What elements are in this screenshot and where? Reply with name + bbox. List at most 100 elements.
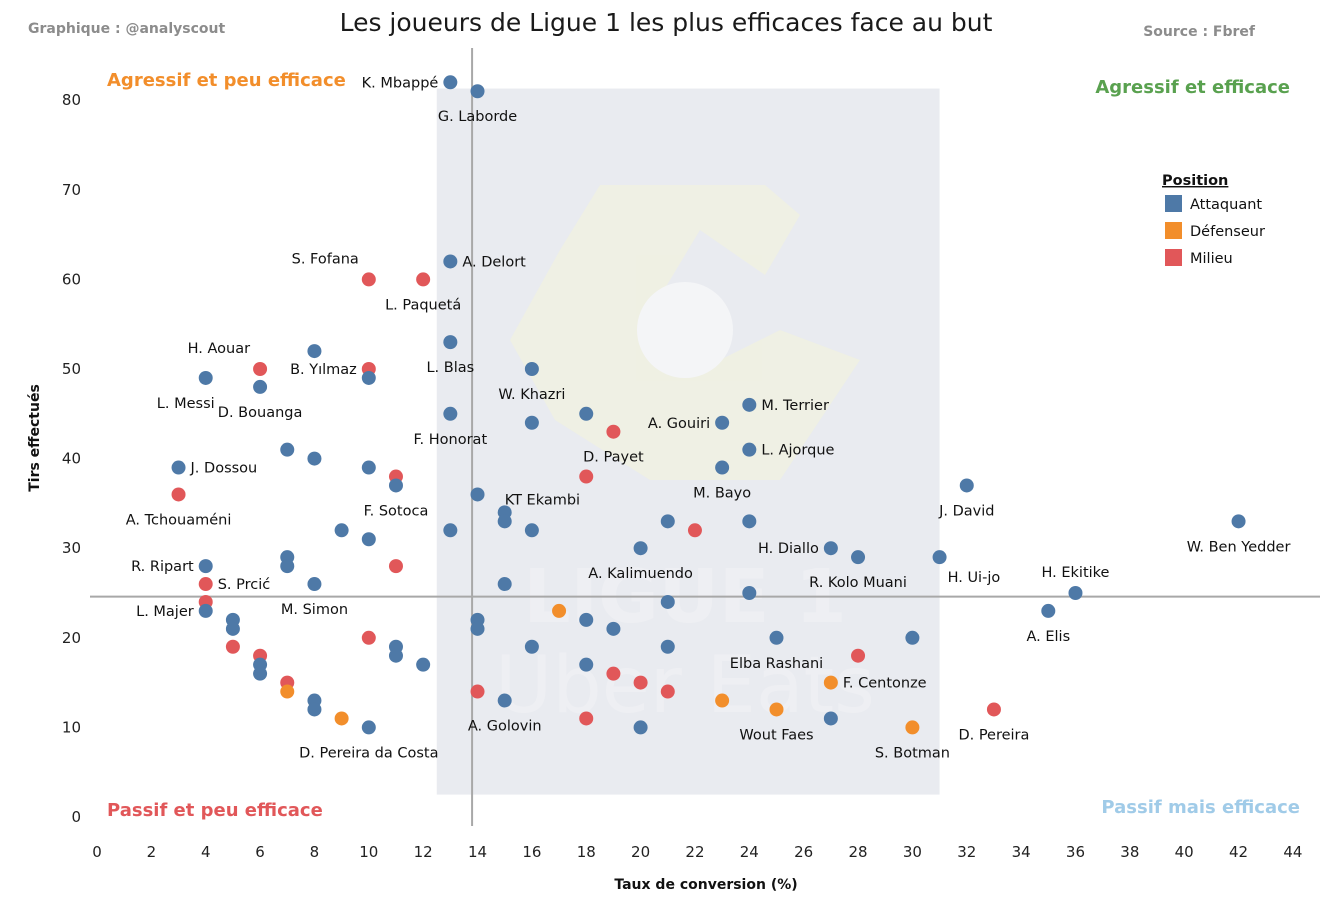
credit-text: Graphique : @analyscout (28, 21, 225, 37)
point-label: M. Bayo (693, 486, 751, 502)
point-label: K. Mbappé (362, 75, 439, 91)
x-tick-label: 14 (468, 843, 487, 861)
point-label: A. Golovin (468, 719, 542, 735)
data-point (470, 487, 485, 502)
data-point (497, 577, 512, 592)
point-label: Elba Rashani (730, 656, 823, 672)
data-point (443, 254, 458, 269)
quadrant-top-left-label: Agressif et peu efficace (107, 70, 346, 91)
y-tick-label: 0 (71, 808, 81, 826)
point-label: A. Tchouaméni (126, 512, 232, 528)
data-point (497, 514, 512, 529)
x-tick-label: 18 (577, 843, 596, 861)
point-label: H. Ekitike (1041, 565, 1109, 581)
point-label: H. Ui-jo (948, 570, 1001, 586)
watermark-line2: Uber Eats (495, 641, 875, 731)
data-point (307, 702, 322, 717)
data-point (198, 559, 213, 574)
y-tick-label: 60 (62, 270, 81, 288)
data-point (687, 523, 702, 538)
data-point (851, 550, 866, 565)
point-label: H. Diallo (758, 541, 819, 557)
x-axis-title: Taux de conversion (%) (614, 877, 797, 893)
data-point (579, 406, 594, 421)
y-tick-label: 10 (62, 718, 81, 736)
source-text: Source : Fbref (1143, 24, 1256, 40)
data-point (742, 586, 757, 600)
x-tick-label: 4 (201, 843, 211, 861)
data-point (633, 541, 648, 556)
data-point (742, 514, 757, 529)
data-point (660, 514, 675, 529)
point-label: H. Aouar (188, 341, 250, 357)
data-point (769, 702, 784, 717)
data-point (524, 362, 539, 376)
x-tick-label: 42 (1229, 843, 1248, 861)
data-point (361, 720, 376, 735)
point-label: S. Prcić (218, 577, 271, 593)
x-tick-label: 16 (522, 843, 541, 861)
data-point (606, 666, 621, 681)
x-tick-label: 38 (1120, 843, 1139, 861)
point-label: M. Terrier (761, 398, 829, 414)
data-point (253, 666, 268, 681)
data-point (307, 451, 322, 466)
data-point (388, 478, 403, 493)
data-point (334, 523, 349, 538)
point-label: L. Messi (157, 396, 215, 412)
data-point (579, 657, 594, 672)
point-label: L. Ajorque (761, 443, 834, 459)
logo-circle (637, 282, 733, 378)
point-label: F. Centonze (843, 676, 927, 692)
legend-title: Position (1162, 173, 1228, 189)
point-label: S. Fofana (292, 251, 359, 267)
data-point (470, 684, 485, 699)
data-point (470, 621, 485, 636)
data-point (524, 639, 539, 654)
data-point (660, 594, 675, 609)
data-point (633, 675, 648, 690)
data-point (253, 379, 268, 394)
point-label: W. Ben Yedder (1187, 539, 1291, 555)
data-point (769, 630, 784, 645)
data-point (171, 460, 186, 475)
data-point (1068, 586, 1083, 600)
legend-entry-label: Milieu (1190, 251, 1233, 267)
point-label: L. Blas (426, 360, 474, 376)
point-label: L. Majer (136, 604, 194, 620)
x-tick-label: 44 (1283, 843, 1302, 861)
data-point (524, 415, 539, 430)
data-point (416, 272, 431, 287)
data-point (198, 603, 213, 618)
data-points (171, 75, 1246, 735)
data-point (959, 478, 974, 493)
point-label: D. Pereira da Costa (299, 745, 438, 761)
point-label: KT Ekambi (505, 492, 580, 508)
y-tick-label: 30 (62, 539, 81, 557)
y-tick-label: 70 (62, 181, 81, 199)
point-labels: K. Mbappé G. Laborde A. Delort S. Fofana L. … (126, 75, 1291, 761)
point-label: F. Sotoca (364, 503, 429, 519)
data-point (361, 532, 376, 547)
point-label: J. Dossou (190, 461, 258, 477)
point-label: D. Bouanga (218, 405, 303, 421)
x-tick-label: 20 (631, 843, 650, 861)
x-tick-label: 6 (255, 843, 265, 861)
data-point (280, 684, 295, 699)
data-point (307, 344, 322, 359)
x-tick-label: 32 (957, 843, 976, 861)
x-tick-label: 26 (794, 843, 813, 861)
data-point (905, 720, 920, 735)
data-point (823, 675, 838, 690)
data-point (851, 648, 866, 663)
point-label: A. Delort (462, 254, 526, 270)
data-point (497, 693, 512, 708)
data-point (388, 648, 403, 663)
point-label: M. Simon (281, 602, 348, 618)
point-label: A. Kalimuendo (588, 566, 693, 582)
y-tick-label: 50 (62, 360, 81, 378)
data-point (905, 630, 920, 645)
quadrant-top-right-label: Agressif et efficace (1095, 77, 1290, 98)
chart-title: Les joueurs de Ligue 1 les plus efficace… (340, 8, 993, 37)
y-axis-title: Tirs effectués (27, 384, 43, 492)
